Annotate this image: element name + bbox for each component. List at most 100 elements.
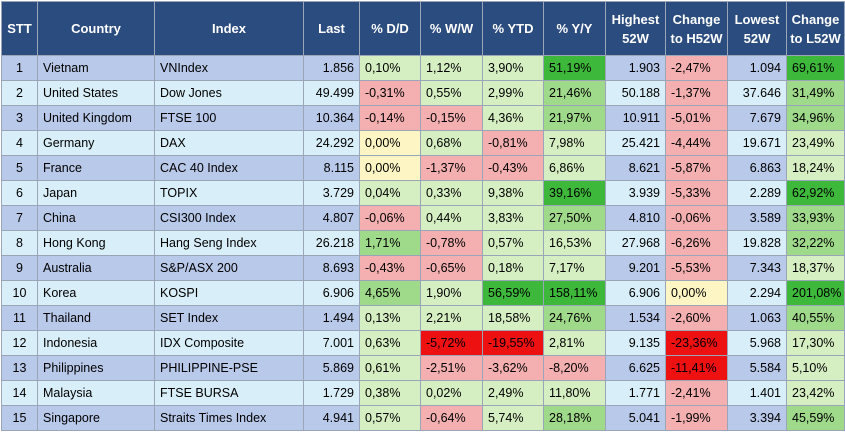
cell-pct-yy: 27,50% [543,205,606,231]
table-row: 5 France CAC 40 Index 8.115 0,00% -1,37% -0,43… [1,155,845,181]
cell-index: CAC 40 Index [154,155,304,181]
cell-lowest-52w: 3.589 [727,205,787,231]
cell-pct-yy: 16,53% [543,230,606,256]
cell-pct-yy: -8,20% [543,355,606,381]
cell-index: Dow Jones [154,80,304,106]
cell-country: Thailand [37,305,155,331]
cell-index: FTSE BURSA [154,380,304,406]
cell-pct-ww: 0,44% [420,205,483,231]
cell-highest-52w: 27.968 [605,230,666,256]
cell-highest-52w: 25.421 [605,130,666,156]
table-body: 1 Vietnam VNIndex 1.856 0,10% 1,12% 3,90% 51,19… [1,55,845,431]
cell-country: China [37,205,155,231]
cell-change-to-h52w: -6,26% [665,230,728,256]
header-change-to-l52w: Change to L52W [786,1,845,56]
cell-change-to-l52w: 5,10% [786,355,845,381]
cell-last: 1.856 [303,55,360,81]
cell-highest-52w: 6.906 [605,280,666,306]
cell-stt: 4 [1,130,38,156]
cell-change-to-h52w: -5,33% [665,180,728,206]
cell-last: 4.807 [303,205,360,231]
cell-last: 3.729 [303,180,360,206]
cell-change-to-h52w: -2,41% [665,380,728,406]
cell-change-to-h52w: -0,06% [665,205,728,231]
cell-pct-yy: 39,16% [543,180,606,206]
cell-pct-ytd: 0,57% [482,230,544,256]
cell-pct-ww: -0,15% [420,105,483,131]
table-row: 11 Thailand SET Index 1.494 0,13% 2,21% 18,58%… [1,305,845,331]
cell-pct-ww: -2,51% [420,355,483,381]
cell-pct-ytd: 4,36% [482,105,544,131]
cell-change-to-h52w: -5,01% [665,105,728,131]
table-row: 10 Korea KOSPI 6.906 4,65% 1,90% 56,59% 158,11%… [1,280,845,306]
cell-pct-dd: 0,00% [359,155,421,181]
cell-pct-ww: 1,90% [420,280,483,306]
cell-stt: 14 [1,380,38,406]
cell-country: Germany [37,130,155,156]
cell-lowest-52w: 2.289 [727,180,787,206]
table-row: 1 Vietnam VNIndex 1.856 0,10% 1,12% 3,90% 51,19… [1,55,845,81]
cell-index: FTSE 100 [154,105,304,131]
cell-index: SET Index [154,305,304,331]
cell-pct-ytd: 9,38% [482,180,544,206]
header-highest-52w: Highest 52W [605,1,666,56]
cell-highest-52w: 1.771 [605,380,666,406]
cell-pct-ytd: -3,62% [482,355,544,381]
header-pct-yy: % Y/Y [543,1,606,56]
cell-change-to-l52w: 45,59% [786,405,845,431]
cell-highest-52w: 1.534 [605,305,666,331]
cell-pct-ytd: 3,90% [482,55,544,81]
cell-highest-52w: 8.621 [605,155,666,181]
cell-stt: 13 [1,355,38,381]
cell-lowest-52w: 7.679 [727,105,787,131]
cell-change-to-l52w: 32,22% [786,230,845,256]
cell-lowest-52w: 1.401 [727,380,787,406]
cell-index: Hang Seng Index [154,230,304,256]
cell-pct-dd: 4,65% [359,280,421,306]
cell-pct-dd: -0,06% [359,205,421,231]
table-row: 6 Japan TOPIX 3.729 0,04% 0,33% 9,38% 39,16% 3.9… [1,180,845,206]
cell-index: IDX Composite [154,330,304,356]
cell-pct-ytd: 5,74% [482,405,544,431]
cell-change-to-l52w: 62,92% [786,180,845,206]
cell-change-to-l52w: 23,49% [786,130,845,156]
table-row: 3 United Kingdom FTSE 100 10.364 -0,14% -0,15… [1,105,845,131]
cell-stt: 5 [1,155,38,181]
cell-change-to-l52w: 201,08% [786,280,845,306]
cell-pct-yy: 21,97% [543,105,606,131]
cell-last: 1.729 [303,380,360,406]
cell-pct-dd: 0,61% [359,355,421,381]
header-change-to-h52w: Change to H52W [665,1,728,56]
cell-stt: 10 [1,280,38,306]
cell-last: 8.693 [303,255,360,281]
cell-pct-ww: 1,12% [420,55,483,81]
cell-pct-ytd: 3,83% [482,205,544,231]
cell-highest-52w: 10.911 [605,105,666,131]
cell-highest-52w: 3.939 [605,180,666,206]
cell-lowest-52w: 2.294 [727,280,787,306]
cell-highest-52w: 1.903 [605,55,666,81]
table-row: 4 Germany DAX 24.292 0,00% 0,68% -0,81% 7,98% 25… [1,130,845,156]
cell-pct-dd: -0,14% [359,105,421,131]
cell-pct-dd: 0,00% [359,130,421,156]
cell-stt: 6 [1,180,38,206]
cell-last: 10.364 [303,105,360,131]
cell-change-to-l52w: 40,55% [786,305,845,331]
cell-last: 4.941 [303,405,360,431]
cell-pct-ytd: -0,43% [482,155,544,181]
cell-pct-ww: -1,37% [420,155,483,181]
cell-change-to-l52w: 23,42% [786,380,845,406]
header-index: Index [154,1,304,56]
cell-index: PHILIPPINE-PSE [154,355,304,381]
cell-highest-52w: 4.810 [605,205,666,231]
cell-pct-yy: 24,76% [543,305,606,331]
cell-pct-ytd: 56,59% [482,280,544,306]
header-pct-ytd: % YTD [482,1,544,56]
header-stt: STT [1,1,38,56]
cell-stt: 9 [1,255,38,281]
cell-lowest-52w: 19.828 [727,230,787,256]
cell-change-to-l52w: 69,61% [786,55,845,81]
cell-change-to-h52w: -2,47% [665,55,728,81]
cell-country: France [37,155,155,181]
cell-last: 49.499 [303,80,360,106]
